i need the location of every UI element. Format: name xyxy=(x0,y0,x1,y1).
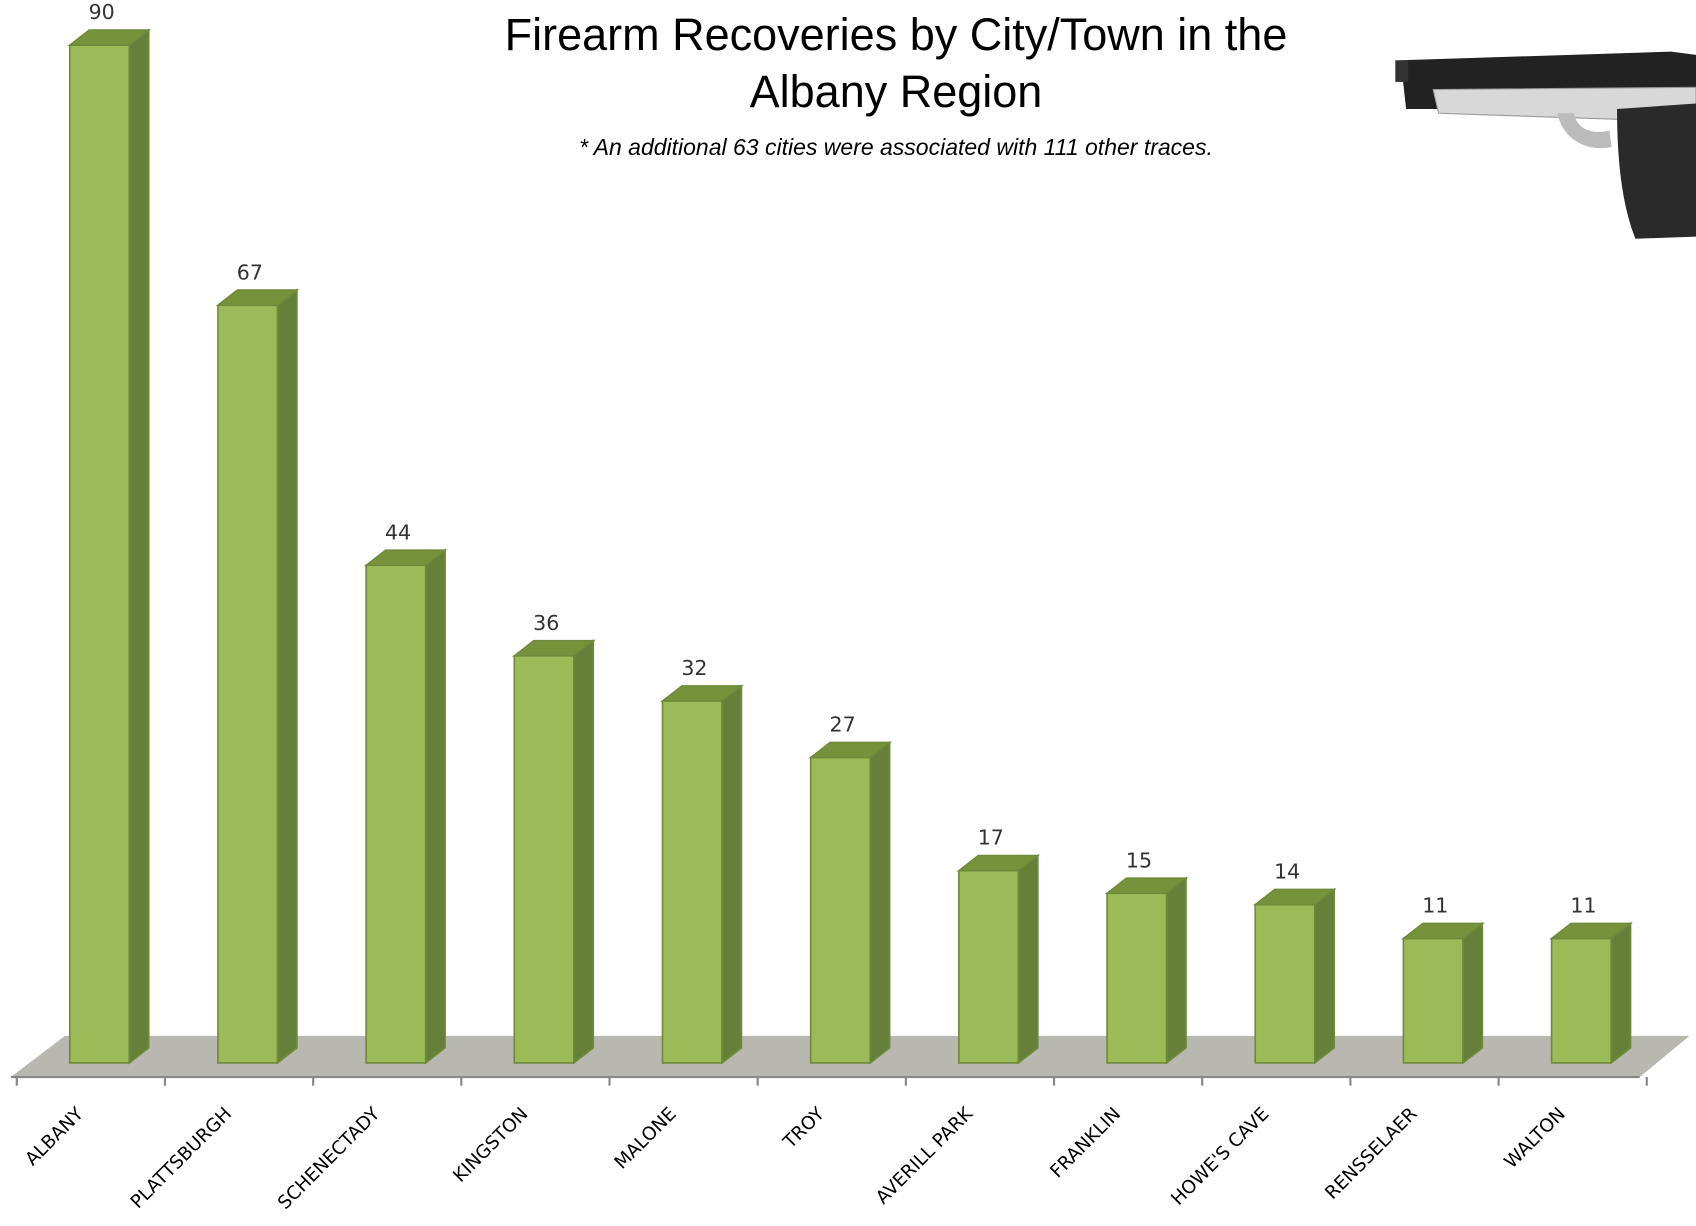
bar-face xyxy=(217,304,279,1064)
bar-face xyxy=(68,44,131,1064)
bar-face xyxy=(1550,937,1612,1064)
value-label: 14 xyxy=(1274,860,1300,884)
value-label: 17 xyxy=(978,826,1004,850)
x-tick-label: WALTON xyxy=(1501,1104,1570,1173)
bar-face xyxy=(809,756,871,1064)
bar-face xyxy=(1402,937,1464,1064)
bar-face xyxy=(424,548,446,1065)
x-tick-label: PLATTSBURGH xyxy=(127,1104,236,1213)
bar-face xyxy=(276,288,298,1065)
pistol-icon xyxy=(1395,51,1696,239)
value-label: 32 xyxy=(681,656,707,680)
x-tick-label: ALBANY xyxy=(21,1103,88,1170)
chart-title: Firearm Recoveries by City/Town in the A… xyxy=(504,9,1288,117)
value-label: 15 xyxy=(1126,848,1152,872)
x-tick-label: FRANKLIN xyxy=(1046,1104,1125,1183)
bar-face xyxy=(958,869,1020,1064)
bar xyxy=(1401,921,1485,1065)
bar-face xyxy=(1462,921,1484,1065)
bar-face xyxy=(1017,853,1039,1065)
bar-face xyxy=(721,684,743,1065)
bar xyxy=(215,288,300,1065)
bar xyxy=(808,740,893,1065)
bar-face xyxy=(513,655,575,1064)
x-tick-label: SCHENECTADY xyxy=(274,1103,385,1214)
bar xyxy=(660,684,744,1065)
bar-face xyxy=(572,639,595,1065)
x-tick-label: HOWE'S CAVE xyxy=(1167,1104,1273,1210)
bar xyxy=(1549,921,1633,1065)
value-label: 90 xyxy=(89,0,115,24)
value-label: 27 xyxy=(830,713,856,737)
bar-face xyxy=(1106,892,1168,1064)
x-tick-label: RENSSELAER xyxy=(1321,1103,1421,1203)
bar-face xyxy=(661,700,723,1064)
value-label: 11 xyxy=(1570,894,1596,918)
bar-face xyxy=(1313,887,1336,1065)
x-tick-label: AVERILL PARK xyxy=(872,1103,978,1209)
value-label: 11 xyxy=(1422,894,1448,918)
bar xyxy=(363,548,448,1065)
x-tick-label: TROY xyxy=(779,1103,830,1154)
bar-face xyxy=(1610,921,1632,1065)
bar xyxy=(511,639,596,1065)
bar-face xyxy=(1165,876,1187,1065)
bar xyxy=(67,28,152,1065)
value-label: 67 xyxy=(237,260,263,284)
bar-face xyxy=(365,564,427,1064)
x-tick-label: KINGSTON xyxy=(449,1104,532,1187)
chart-subtitle: * An additional 63 cities were associate… xyxy=(579,134,1213,160)
bar xyxy=(1104,876,1189,1065)
x-tick-label: MALONE xyxy=(611,1104,681,1174)
bar-face xyxy=(1254,903,1316,1064)
bar-face xyxy=(869,740,891,1065)
value-label: 36 xyxy=(533,611,559,635)
bar xyxy=(1252,887,1337,1065)
bar xyxy=(956,853,1041,1065)
value-label: 44 xyxy=(385,520,411,544)
bar-face xyxy=(128,28,150,1065)
